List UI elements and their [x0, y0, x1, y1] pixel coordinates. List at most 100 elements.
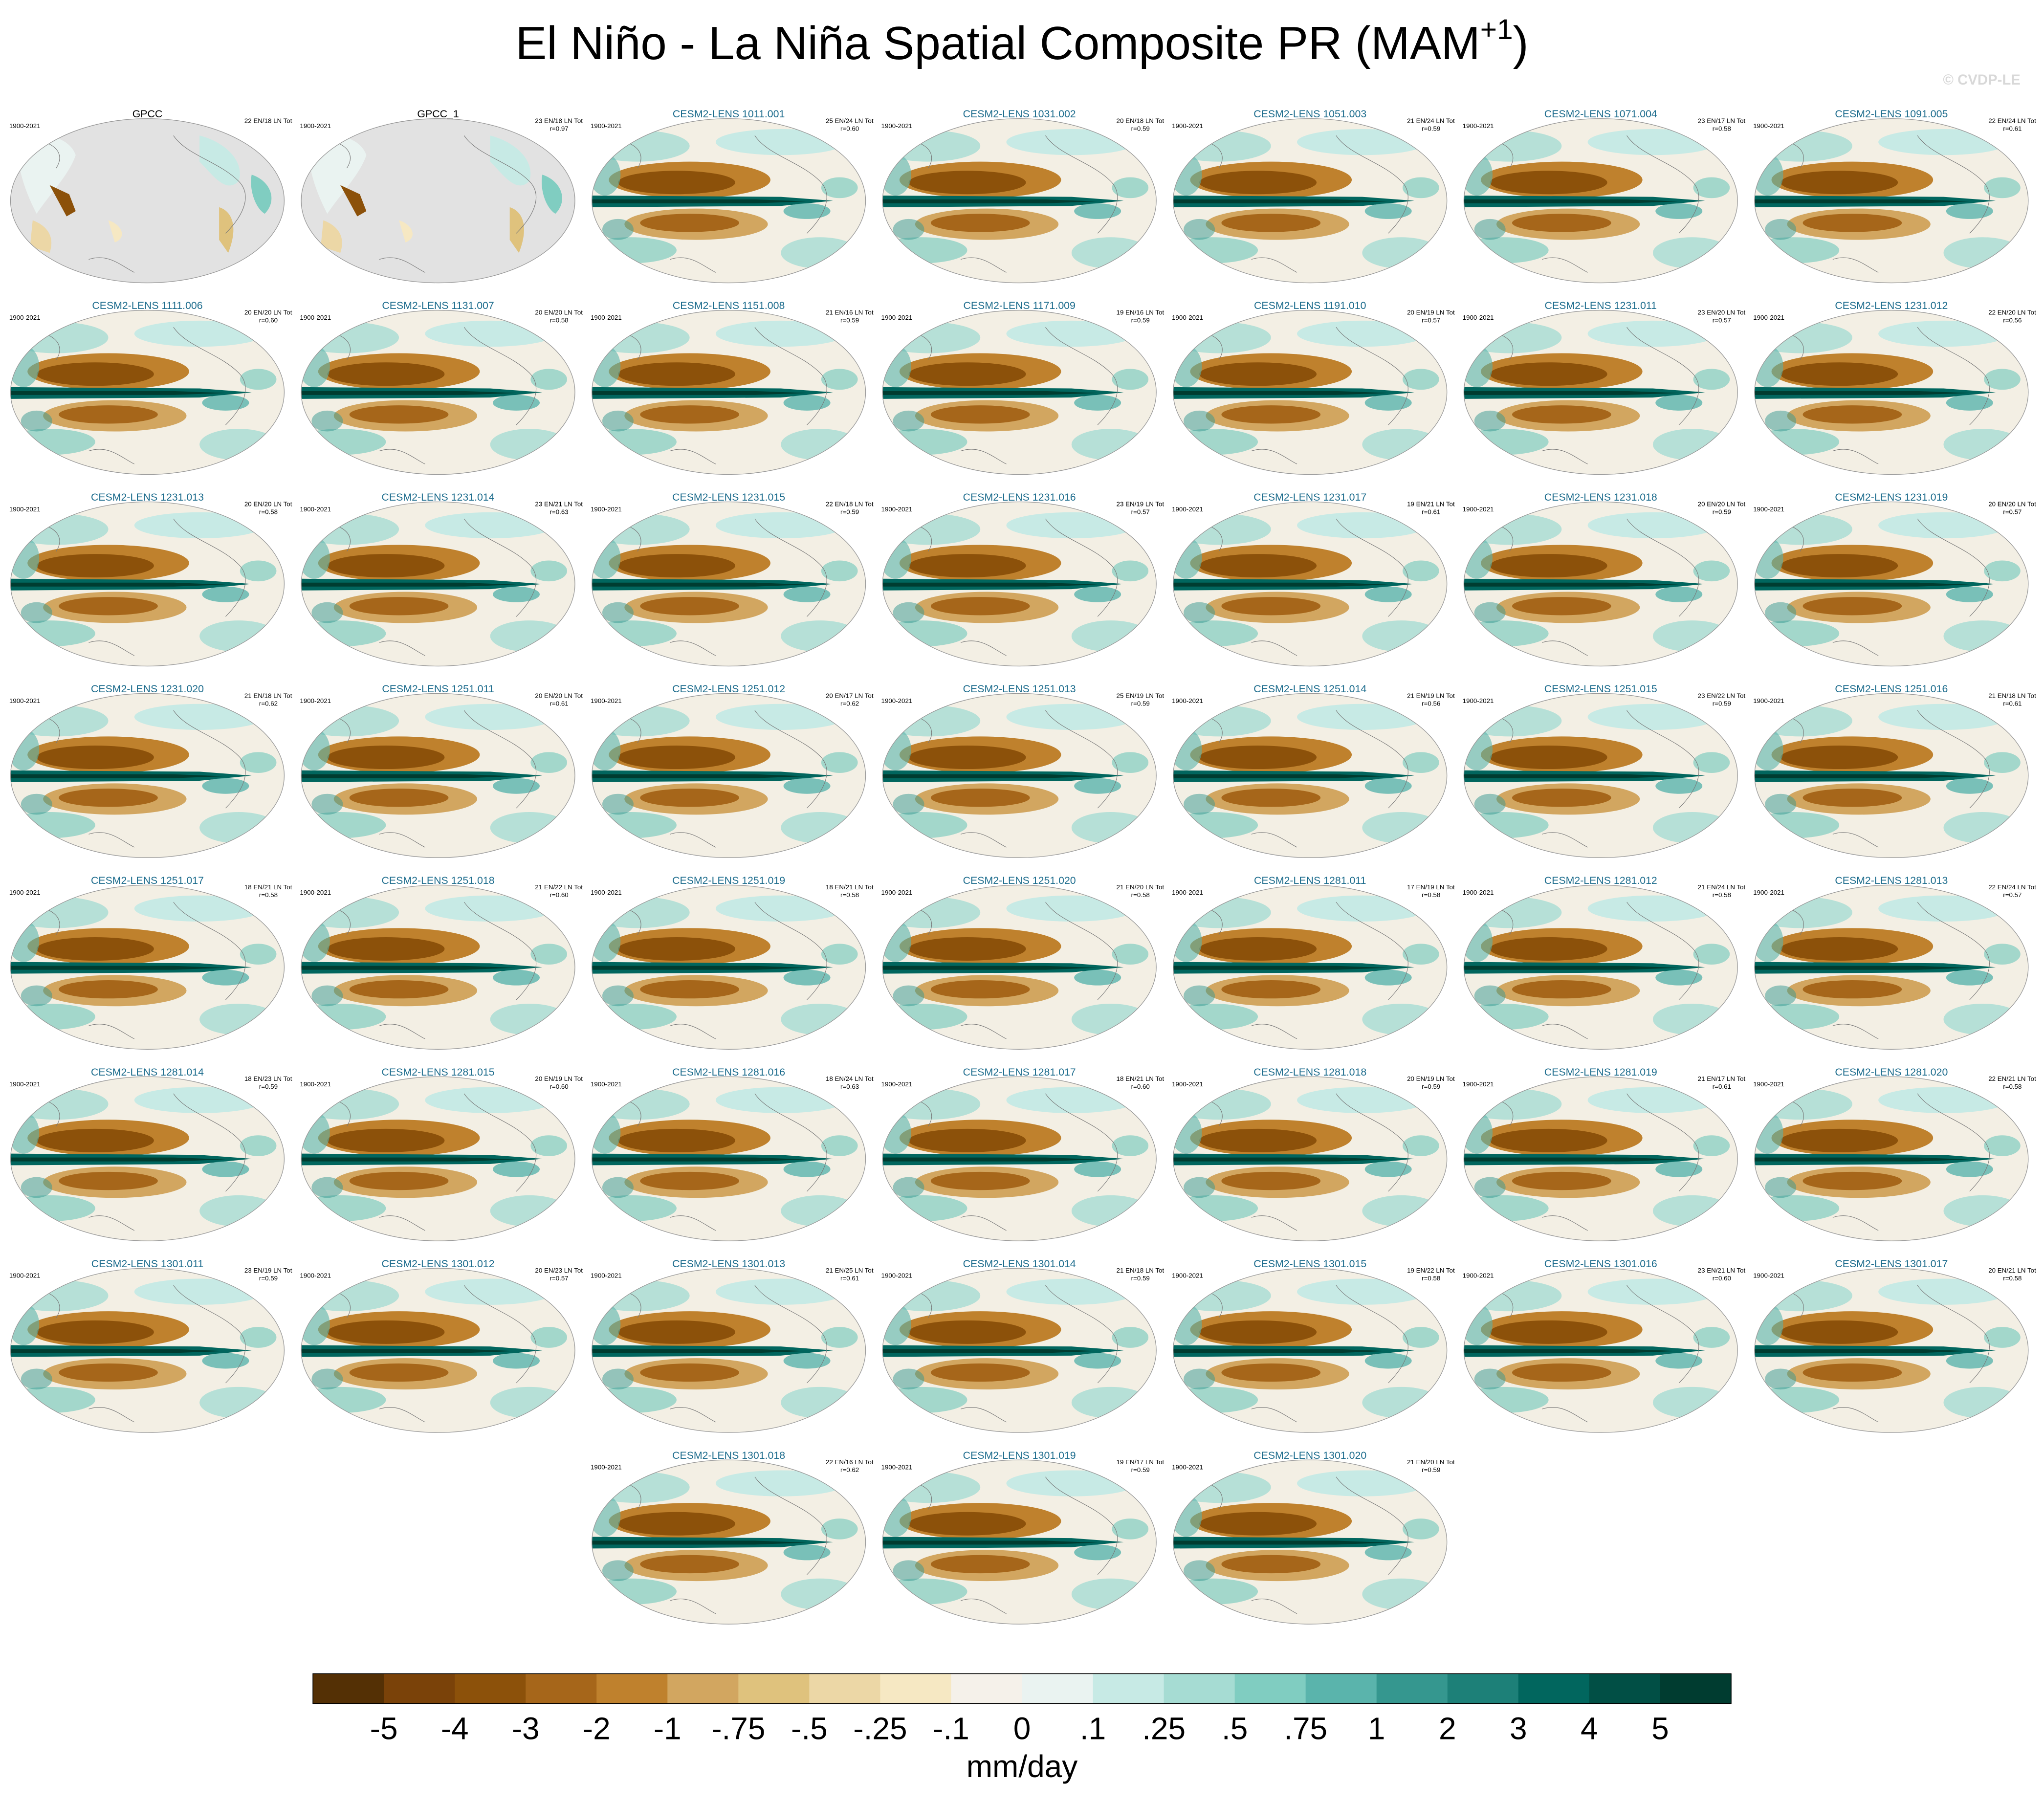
panel-period: 1900-2021 [591, 1272, 622, 1279]
panel-title: CESM2-LENS 1281.016 [672, 1066, 785, 1078]
map [1748, 692, 2030, 859]
panel-correlation: r=0.59 [1131, 700, 1150, 707]
colorbar-label: -4 [441, 1711, 469, 1746]
panel-period: 1900-2021 [591, 889, 622, 896]
map [1457, 117, 1739, 284]
panel-counts: 20 EN/20 LN Tot [244, 308, 292, 316]
panel-correlation: r=0.60 [1713, 1275, 1731, 1282]
panel-title: CESM2-LENS 1071.004 [1544, 108, 1657, 120]
panel-title: CESM2-LENS 1131.007 [382, 300, 494, 311]
panel-correlation: r=0.58 [2003, 1083, 2022, 1090]
colorbar: -5 -4 -3 -2 -1 -.75 -.5 -.25 -.1 0 .1 .25 .5 .75 1 2 3 4 5… [312, 1673, 1732, 1784]
panel-counts: 20 EN/20 LN Tot [535, 308, 583, 316]
panel-title: CESM2-LENS 1231.011 [1545, 300, 1657, 311]
panel-counts: 23 EN/21 LN Tot [535, 500, 583, 507]
map [1457, 692, 1739, 859]
panel-title: CESM2-LENS 1231.015 [672, 491, 785, 503]
panel-correlation: r=0.59 [1131, 316, 1150, 324]
map-panel: CESM2-LENS 1131.007 1900-2021 20 EN/20 LN … [295, 300, 583, 476]
panel-counts: 20 EN/19 LN Tot [535, 1075, 583, 1082]
panel-period: 1900-2021 [1172, 697, 1203, 704]
panel-title: CESM2-LENS 1301.020 [1253, 1450, 1366, 1461]
panel-period: 1900-2021 [881, 1080, 913, 1088]
panel-counts: 20 EN/20 LN Tot [1988, 500, 2036, 507]
panel-counts: 20 EN/20 LN Tot [535, 692, 583, 699]
panel-counts: 22 EN/24 LN Tot [1988, 117, 2036, 124]
title-superscript: +1 [1480, 13, 1513, 45]
panel-title: CESM2-LENS 1301.014 [963, 1258, 1076, 1270]
panel-period: 1900-2021 [591, 697, 622, 704]
panel-correlation: r=0.58 [840, 891, 859, 899]
colorbar-label: -.1 [933, 1711, 969, 1746]
colorbar-swatch [738, 1673, 810, 1704]
panel-period: 1900-2021 [1463, 697, 1494, 704]
colorbar-label: -.75 [711, 1711, 765, 1746]
map [585, 309, 867, 476]
panel-title: CESM2-LENS 1231.013 [91, 491, 204, 503]
map-panel: CESM2-LENS 1151.008 1900-2021 21 EN/16 LN … [585, 300, 874, 476]
panel-period: 1900-2021 [1753, 1272, 1784, 1279]
panel-title: CESM2-LENS 1281.013 [1835, 875, 1948, 886]
panel-correlation: r=0.57 [549, 1275, 568, 1282]
colorbar-frame [312, 1673, 1732, 1704]
panel-counts: 22 EN/21 LN Tot [1988, 1075, 2036, 1082]
panel-counts: 21 EN/20 LN Tot [1407, 1458, 1455, 1466]
panel-correlation: r=0.62 [259, 700, 278, 707]
panel-title: CESM2-LENS 1281.019 [1544, 1066, 1657, 1078]
colorbar-swatch [880, 1673, 952, 1704]
map-panel: CESM2-LENS 1281.014 1900-2021 18 EN/23 LN … [4, 1066, 292, 1242]
panel-period: 1900-2021 [300, 697, 331, 704]
colorbar-swatch [1022, 1673, 1094, 1704]
map [1457, 501, 1739, 667]
map [1166, 692, 1448, 859]
map-panel: CESM2-LENS 1281.012 1900-2021 21 EN/24 LN … [1457, 875, 1746, 1051]
map [1748, 309, 2030, 476]
map-panel: CESM2-LENS 1301.013 1900-2021 21 EN/25 LN … [585, 1258, 874, 1434]
panel-counts: 21 EN/25 LN Tot [826, 1267, 874, 1274]
panel-period: 1900-2021 [1753, 697, 1784, 704]
colorbar-swatch [313, 1673, 384, 1704]
map-panel: CESM2-LENS 1301.016 1900-2021 23 EN/21 LN … [1457, 1258, 1746, 1434]
map-panel: CESM2-LENS 1281.011 1900-2021 17 EN/19 LN … [1166, 875, 1455, 1051]
map [876, 501, 1158, 667]
panel-correlation: r=0.59 [1422, 1466, 1440, 1474]
colorbar-swatch [596, 1673, 668, 1704]
panel-counts: 20 EN/17 LN Tot [826, 692, 874, 699]
panel-period: 1900-2021 [1172, 1464, 1203, 1471]
panel-title: CESM2-LENS 1301.013 [672, 1258, 785, 1270]
map [1166, 1458, 1448, 1625]
panel-period: 1900-2021 [591, 314, 622, 321]
panel-correlation: r=0.58 [259, 508, 278, 515]
panel-title: CESM2-LENS 1301.017 [1835, 1258, 1948, 1270]
map [585, 1267, 867, 1434]
map [585, 692, 867, 859]
panel-period: 1900-2021 [9, 314, 41, 321]
panel-correlation: r=0.58 [1713, 891, 1731, 899]
panel-period: 1900-2021 [300, 1272, 331, 1279]
panel-correlation: r=0.58 [1422, 1275, 1440, 1282]
panel-period: 1900-2021 [1463, 889, 1494, 896]
title-main: El Niño - La Niña Spatial Composite PR (… [515, 17, 1480, 69]
panel-correlation: r=0.57 [2003, 508, 2022, 515]
panel-correlation: r=0.62 [840, 700, 859, 707]
panel-period: 1900-2021 [9, 122, 41, 130]
panel-period: 1900-2021 [1463, 314, 1494, 321]
map [1748, 117, 2030, 284]
panel-period: 1900-2021 [9, 506, 41, 513]
panel-counts: 23 EN/21 LN Tot [1698, 1267, 1746, 1274]
panel-title: CESM2-LENS 1251.017 [91, 875, 204, 886]
panel-period: 1900-2021 [300, 889, 331, 896]
colorbar-label: 5 [1651, 1711, 1669, 1746]
panel-correlation: r=0.59 [1131, 1466, 1150, 1474]
panel-title: GPCC_1 [417, 108, 459, 120]
panel-period: 1900-2021 [881, 889, 913, 896]
map [585, 117, 867, 284]
panel-counts: 18 EN/24 LN Tot [826, 1075, 874, 1082]
panel-period: 1900-2021 [9, 889, 41, 896]
panel-counts: 20 EN/18 LN Tot [1117, 117, 1165, 124]
colorbar-swatch [1305, 1673, 1377, 1704]
panel-counts: 25 EN/19 LN Tot [1117, 692, 1165, 699]
colorbar-label: -2 [583, 1711, 611, 1746]
map-panel: CESM2-LENS 1251.020 1900-2021 21 EN/20 LN … [876, 875, 1164, 1051]
panel-counts: 23 EN/19 LN Tot [244, 1267, 292, 1274]
